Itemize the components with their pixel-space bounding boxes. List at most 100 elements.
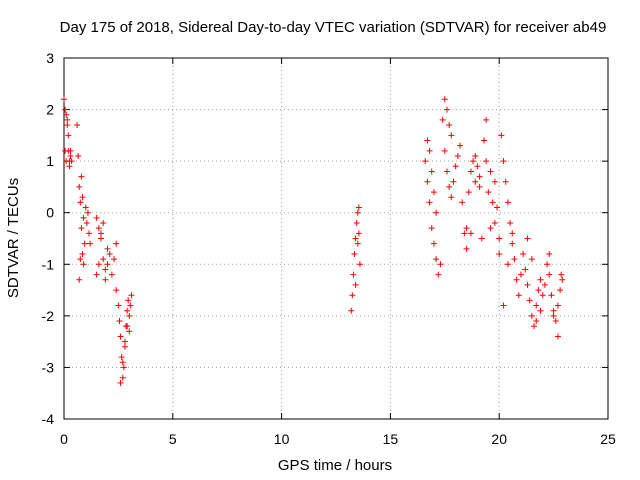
axis-ticks: 0 5 10 15 20 25 -4 -3 -2 -1 0 1 2 3	[42, 50, 616, 447]
data-point	[459, 199, 466, 206]
data-point	[63, 111, 70, 118]
data-point	[83, 220, 90, 227]
data-point	[121, 343, 128, 350]
x-axis-label: GPS time / hours	[278, 457, 392, 474]
data-point	[487, 225, 494, 232]
data-point	[81, 240, 88, 247]
data-point	[127, 302, 134, 309]
data-point	[95, 225, 102, 232]
data-point	[554, 302, 561, 309]
data-point	[352, 235, 359, 242]
data-point	[448, 132, 455, 139]
data-point	[470, 158, 477, 165]
data-point	[498, 132, 505, 139]
data-point	[65, 132, 72, 139]
y-tick-label: 3	[46, 50, 54, 66]
data-point	[541, 281, 548, 288]
data-point	[489, 199, 496, 206]
data-point	[496, 235, 503, 242]
data-point	[446, 122, 453, 129]
data-point	[559, 276, 566, 283]
x-tick-label: 5	[169, 431, 177, 447]
data-point	[126, 312, 133, 319]
y-tick-label: -1	[42, 256, 55, 272]
data-point	[117, 333, 124, 340]
data-point	[78, 225, 85, 232]
data-point	[62, 147, 69, 154]
data-point	[487, 168, 494, 175]
data-point	[467, 168, 474, 175]
x-tick-label: 25	[600, 431, 616, 447]
data-point	[80, 214, 87, 221]
data-point	[100, 220, 107, 227]
data-point	[86, 230, 93, 237]
data-point	[119, 359, 126, 366]
y-tick-label: 1	[46, 153, 54, 169]
data-point	[353, 220, 360, 227]
data-point	[557, 287, 564, 294]
data-point	[97, 235, 104, 242]
data-point	[463, 225, 470, 232]
data-point	[452, 163, 459, 170]
data-point	[97, 230, 104, 237]
data-point	[476, 183, 483, 190]
data-point	[513, 276, 520, 283]
data-point	[441, 147, 448, 154]
data-point	[355, 204, 362, 211]
data-point	[126, 328, 133, 335]
data-point	[426, 147, 433, 154]
data-point	[87, 240, 94, 247]
data-point	[93, 214, 100, 221]
data-point	[544, 261, 551, 268]
data-point	[446, 183, 453, 190]
data-point	[119, 374, 126, 381]
x-tick-label: 20	[491, 431, 507, 447]
data-point	[121, 338, 128, 345]
data-point	[537, 307, 544, 314]
data-point	[457, 142, 464, 149]
data-point	[125, 297, 132, 304]
data-point	[461, 230, 468, 237]
x-tick-label: 10	[274, 431, 290, 447]
data-point	[355, 230, 362, 237]
data-point	[504, 199, 511, 206]
data-point	[443, 168, 450, 175]
data-point	[79, 194, 86, 201]
data-point	[524, 281, 531, 288]
data-points	[61, 96, 566, 386]
data-point	[76, 183, 83, 190]
plot-frame	[63, 57, 609, 420]
y-tick-label: -4	[42, 411, 55, 427]
data-point	[539, 292, 546, 299]
data-point	[111, 256, 118, 263]
data-point	[450, 178, 457, 185]
data-point	[480, 137, 487, 144]
data-point	[349, 292, 356, 299]
data-point	[430, 240, 437, 247]
data-point	[485, 189, 492, 196]
data-point	[546, 250, 553, 257]
data-point	[526, 297, 533, 304]
data-point	[422, 158, 429, 165]
data-point	[509, 230, 516, 237]
data-point	[77, 256, 84, 263]
data-point	[77, 199, 84, 206]
data-point	[509, 240, 516, 247]
data-point	[102, 276, 109, 283]
data-point	[113, 240, 120, 247]
data-point	[441, 96, 448, 103]
data-point	[517, 271, 524, 278]
data-point	[424, 178, 431, 185]
data-point	[348, 307, 355, 314]
data-point	[500, 158, 507, 165]
data-point	[74, 122, 81, 129]
data-point	[476, 173, 483, 180]
data-point	[507, 220, 514, 227]
data-point	[80, 261, 87, 268]
data-point	[443, 106, 450, 113]
data-point	[474, 163, 481, 170]
data-point	[61, 96, 67, 103]
data-point	[428, 168, 435, 175]
data-point	[465, 189, 472, 196]
